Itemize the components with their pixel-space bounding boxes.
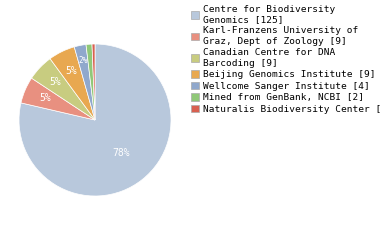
Wedge shape: [86, 44, 95, 120]
Legend: Centre for Biodiversity
Genomics [125], Karl-Franzens University of
Graz, Dept o: Centre for Biodiversity Genomics [125], …: [191, 5, 380, 114]
Text: 2%: 2%: [78, 56, 88, 65]
Text: 78%: 78%: [112, 148, 130, 158]
Text: 5%: 5%: [39, 93, 51, 103]
Wedge shape: [19, 44, 171, 196]
Wedge shape: [92, 44, 95, 120]
Wedge shape: [32, 59, 95, 120]
Wedge shape: [50, 47, 95, 120]
Wedge shape: [74, 45, 95, 120]
Text: 5%: 5%: [65, 66, 77, 76]
Text: 5%: 5%: [49, 77, 61, 87]
Wedge shape: [21, 78, 95, 120]
